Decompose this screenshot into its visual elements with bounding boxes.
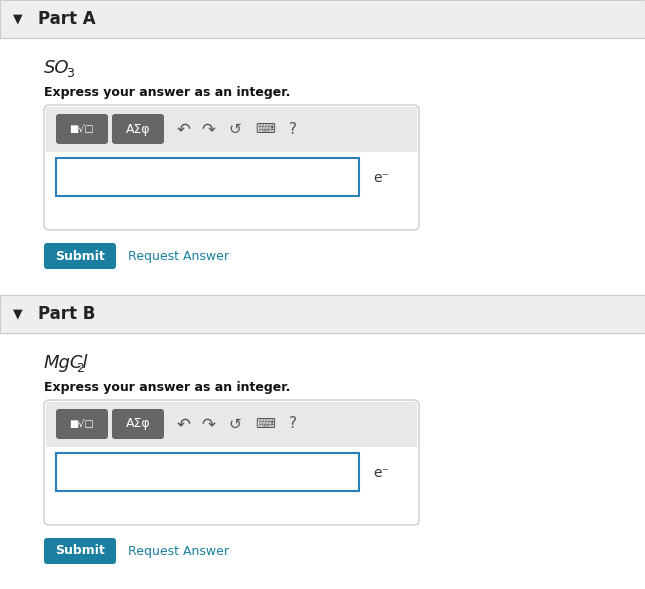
Text: ↷: ↷ <box>201 415 215 433</box>
Bar <box>0 295 645 333</box>
Text: ■√□: ■√□ <box>70 124 94 134</box>
Text: 2: 2 <box>76 362 84 375</box>
Text: ⌨: ⌨ <box>255 417 275 431</box>
Text: ▼: ▼ <box>13 12 23 25</box>
Text: ↷: ↷ <box>201 120 215 138</box>
Text: ⌨: ⌨ <box>255 122 275 136</box>
Text: ■√□: ■√□ <box>70 419 94 429</box>
Text: MgCl: MgCl <box>44 354 88 372</box>
Text: ↺: ↺ <box>228 121 241 137</box>
Text: Submit: Submit <box>55 250 105 263</box>
Text: AΣφ: AΣφ <box>126 123 150 135</box>
FancyBboxPatch shape <box>56 114 108 144</box>
Bar <box>0 333 645 589</box>
Text: Express your answer as an integer.: Express your answer as an integer. <box>44 85 290 98</box>
Bar <box>0 38 645 290</box>
FancyBboxPatch shape <box>44 400 419 525</box>
Text: ↺: ↺ <box>228 416 241 432</box>
Text: ?: ? <box>289 416 297 432</box>
Text: ↶: ↶ <box>177 120 191 138</box>
Text: Express your answer as an integer.: Express your answer as an integer. <box>44 380 290 393</box>
Bar <box>56 158 359 196</box>
FancyBboxPatch shape <box>56 409 108 439</box>
Text: Part B: Part B <box>38 305 95 323</box>
FancyBboxPatch shape <box>112 409 164 439</box>
Text: ▼: ▼ <box>13 307 23 320</box>
Text: e⁻: e⁻ <box>373 466 389 480</box>
Text: e⁻: e⁻ <box>373 171 389 185</box>
Text: Request Answer: Request Answer <box>128 544 229 558</box>
Bar <box>46 402 417 447</box>
FancyBboxPatch shape <box>44 105 419 230</box>
Text: ?: ? <box>289 121 297 137</box>
Text: Request Answer: Request Answer <box>128 250 229 263</box>
Bar <box>46 107 417 152</box>
Bar <box>0 0 645 38</box>
Text: Submit: Submit <box>55 544 105 558</box>
Text: Part A: Part A <box>38 10 95 28</box>
Text: ↶: ↶ <box>177 415 191 433</box>
Text: 3: 3 <box>66 67 74 80</box>
Text: AΣφ: AΣφ <box>126 418 150 431</box>
Text: SO: SO <box>44 59 70 77</box>
Bar <box>56 453 359 491</box>
FancyBboxPatch shape <box>112 114 164 144</box>
FancyBboxPatch shape <box>44 243 116 269</box>
FancyBboxPatch shape <box>44 538 116 564</box>
